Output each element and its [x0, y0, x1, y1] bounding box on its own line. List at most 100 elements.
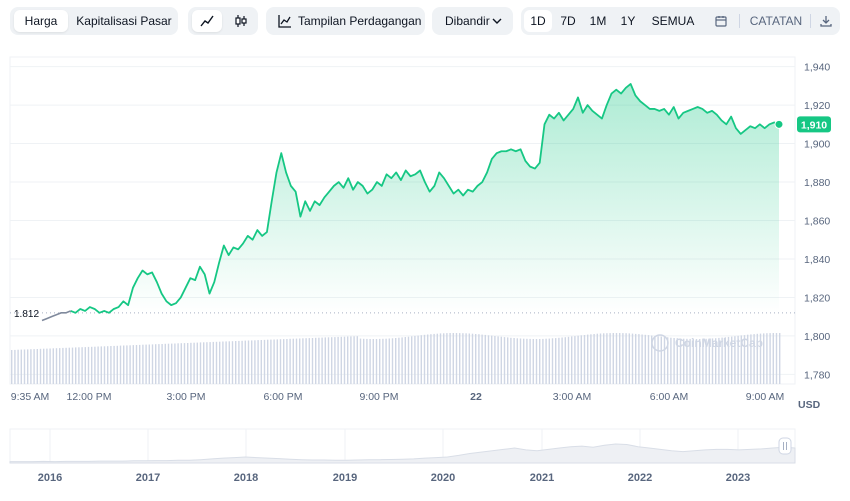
volume-bar — [46, 348, 48, 384]
volume-bar — [260, 340, 262, 384]
navigator-year-label: 2020 — [431, 472, 455, 484]
volume-bar — [638, 334, 640, 384]
volume-bar — [673, 338, 675, 384]
trading-view-icon — [278, 15, 291, 28]
volume-bar — [206, 342, 208, 384]
coinmarketcap-logo-icon — [651, 334, 669, 352]
volume-bar — [599, 333, 602, 384]
open-price-label: 1.812 — [14, 309, 39, 320]
time-navigator[interactable]: 2016 2017 2018 2019 2020 2021 2022 2023 — [9, 428, 796, 484]
volume-bar — [753, 334, 755, 384]
current-price-dot — [774, 119, 784, 129]
volume-bar — [97, 346, 99, 384]
volume-bar — [510, 337, 512, 384]
volume-bar — [657, 336, 659, 384]
volume-bar — [292, 338, 294, 384]
line-chart-button[interactable] — [192, 10, 222, 32]
volume-bar — [142, 344, 144, 384]
volume-bar — [398, 337, 400, 384]
volume-bar — [542, 338, 544, 384]
volume-bar — [631, 333, 634, 384]
x-tick-label: 6:00 AM — [650, 391, 689, 403]
volume-bar — [692, 339, 694, 384]
navigator-year-label: 2017 — [136, 472, 160, 484]
volume-bar — [731, 336, 733, 384]
volume-bar — [62, 347, 64, 384]
y-tick-label: 1,780 — [804, 369, 830, 381]
volume-bar — [427, 334, 429, 384]
volume-bar — [308, 338, 310, 384]
range-7d-button[interactable]: 7D — [560, 14, 576, 28]
volume-bar — [555, 338, 557, 384]
volume-bar — [580, 335, 582, 384]
range-1d-button[interactable]: 1D — [524, 10, 552, 32]
current-price-badge — [797, 116, 831, 133]
navigator-year-label: 2021 — [530, 472, 554, 484]
volume-bar — [251, 340, 253, 384]
volume-bar — [647, 335, 650, 384]
volume-bar — [388, 338, 390, 384]
volume-bar — [676, 338, 678, 384]
volume-bar — [433, 333, 435, 384]
volume-bar — [660, 336, 662, 384]
volume-bar — [497, 336, 499, 384]
volume-bar — [139, 344, 141, 384]
range-1m-button[interactable]: 1M — [589, 14, 607, 28]
metric-tab-group: Harga Kapitalisasi Pasar — [10, 7, 178, 35]
volume-bar — [148, 344, 150, 384]
volume-bar — [363, 338, 365, 384]
range-1y-button[interactable]: 1Y — [620, 14, 636, 28]
volume-bar — [55, 348, 58, 384]
volume-bar — [199, 342, 202, 384]
volume-bar — [686, 338, 688, 384]
notes-button[interactable]: CATATAN — [749, 14, 803, 28]
navigator-handle[interactable] — [778, 437, 792, 455]
volume-bar — [87, 346, 90, 384]
volume-bar — [286, 339, 288, 384]
volume-bar — [270, 339, 272, 384]
volume-bar — [763, 333, 765, 384]
trading-view-button[interactable]: Tampilan Perdagangan — [266, 7, 425, 35]
volume-bar — [443, 333, 445, 384]
candlestick-chart-button[interactable] — [226, 10, 256, 32]
volume-bar — [446, 333, 448, 384]
tab-price[interactable]: Harga — [14, 10, 68, 32]
volume-bar — [529, 338, 531, 384]
compare-dropdown[interactable]: Dibandir — [432, 7, 513, 35]
volume-bar — [107, 346, 109, 384]
x-tick-label: 22 — [470, 391, 482, 403]
volume-bar — [513, 338, 515, 384]
tab-market-cap[interactable]: Kapitalisasi Pasar — [76, 14, 172, 28]
range-all-button[interactable]: SEMUA — [651, 14, 695, 28]
chevron-down-icon — [492, 18, 502, 24]
chart-toolbar: Harga Kapitalisasi Pasar Tampilan Perdag… — [10, 7, 840, 35]
volume-bar — [110, 346, 112, 384]
volume-bar — [113, 345, 115, 384]
calendar-button[interactable] — [707, 10, 735, 32]
volume-bar — [478, 334, 480, 384]
volume-bar — [769, 333, 771, 384]
volume-bar — [449, 333, 451, 384]
volume-bar — [289, 338, 291, 384]
volume-bar — [414, 335, 416, 384]
volume-bar — [609, 333, 611, 384]
volume-bar — [593, 334, 595, 384]
volume-bar — [39, 348, 42, 384]
volume-bar — [561, 337, 563, 384]
volume-bar — [340, 336, 342, 384]
volume-bar — [779, 333, 781, 384]
volume-bar — [161, 344, 163, 384]
volume-bar — [126, 345, 128, 384]
y-tick-label: 1,860 — [804, 216, 830, 228]
volume-bar — [612, 333, 614, 384]
download-button[interactable] — [814, 10, 838, 32]
x-axis: 9:35 AM 12:00 PM 3:00 PM 6:00 PM 9:00 PM 22 3:… — [11, 391, 785, 403]
y-tick-label: 1,880 — [804, 177, 830, 189]
volume-bar — [81, 347, 83, 384]
volume-bar — [17, 349, 19, 384]
volume-bar — [350, 336, 352, 384]
volume-bar — [727, 336, 730, 384]
volume-bar — [571, 336, 573, 384]
volume-bar — [411, 336, 413, 384]
